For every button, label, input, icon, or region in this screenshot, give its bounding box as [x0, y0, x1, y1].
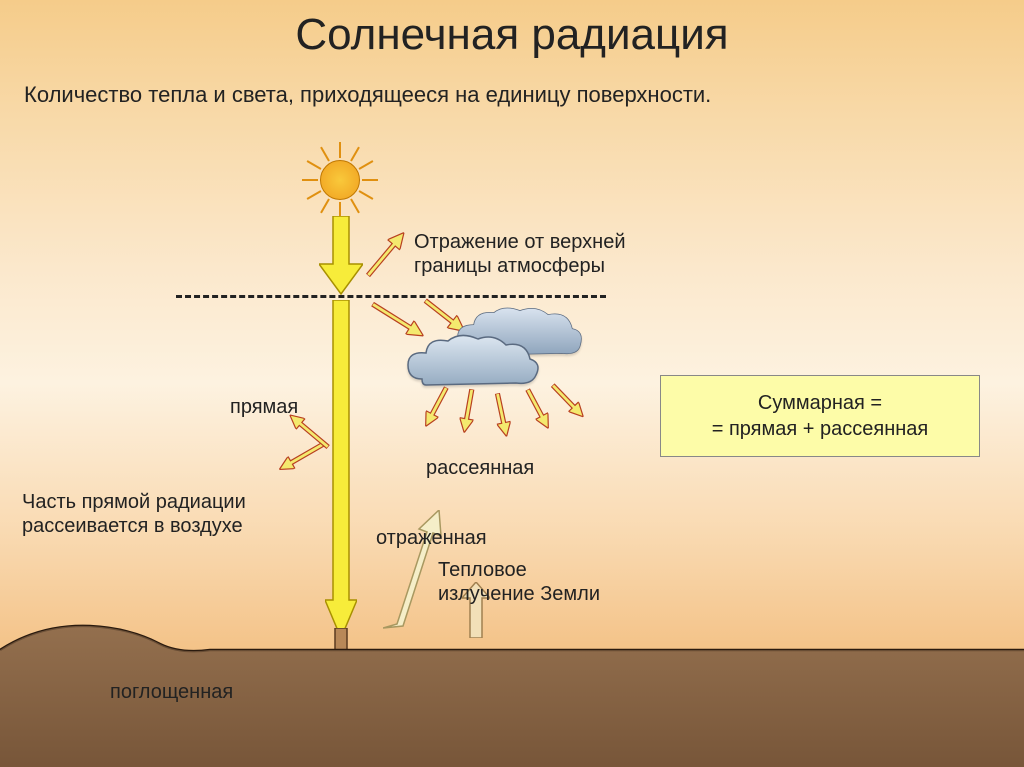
- label-direct: прямая: [230, 395, 298, 419]
- label-absorbed: поглощенная: [110, 680, 233, 704]
- subtitle: Количество тепла и света, приходящееся н…: [24, 82, 711, 108]
- formula-line-1: Суммарная =: [671, 390, 969, 416]
- formula-box: Суммарная = = прямая + рассеянная: [660, 375, 980, 457]
- clouds-icon: [400, 305, 600, 395]
- label-scatter-note: Часть прямой радиации рассеивается в воз…: [22, 490, 246, 538]
- label-reflection-top: Отражение от верхней границы атмосферы: [414, 230, 626, 278]
- page-title: Солнечная радиация: [0, 10, 1024, 60]
- label-scattered: рассеянная: [426, 456, 534, 480]
- atmosphere-boundary-line: [176, 295, 606, 298]
- label-thermal: Тепловое излучение Земли: [438, 558, 600, 606]
- arrow-sun-to-boundary: [319, 216, 363, 296]
- formula-line-2: = прямая + рассеянная: [671, 416, 969, 442]
- label-reflected: отраженная: [376, 526, 487, 550]
- arrow-direct-radiation: [325, 300, 357, 640]
- sun-icon: [300, 140, 380, 220]
